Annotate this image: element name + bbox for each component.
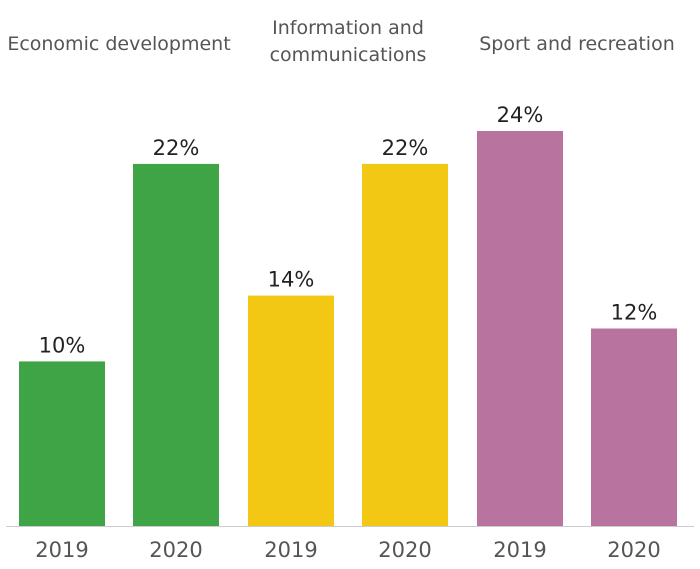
x-tick-label: 2019 [35,538,88,562]
bar-value-label: 22% [382,136,429,160]
bar-group-information-and-communications: Information and communications 14% 2019 22% 2… [248,17,448,562]
bar-2019 [19,361,105,526]
bar-2019 [477,131,563,526]
bar-2020 [362,163,448,526]
group-title: Sport and recreation [479,33,674,55]
x-tick-label: 2020 [607,538,660,562]
bar-2020 [133,163,219,526]
bar-value-label: 14% [268,268,315,292]
bar-group-sport-and-recreation: Sport and recreation 24% 2019 12% 2020 [477,33,677,562]
group-title: communications [270,44,427,66]
x-tick-label: 2019 [264,538,317,562]
bar-2019 [248,295,334,526]
bar-group-economic-development: Economic development 10% 2019 22% 2020 [7,33,230,562]
x-tick-label: 2020 [149,538,202,562]
x-tick-label: 2020 [378,538,431,562]
bar-value-label: 22% [153,136,200,160]
bar-value-label: 24% [497,103,544,127]
bar-2020 [591,328,677,526]
group-title: Information and [272,17,424,39]
x-tick-label: 2019 [493,538,546,562]
group-title: Economic development [7,33,230,55]
bar-value-label: 10% [39,333,86,357]
bar-value-label: 12% [611,301,658,325]
